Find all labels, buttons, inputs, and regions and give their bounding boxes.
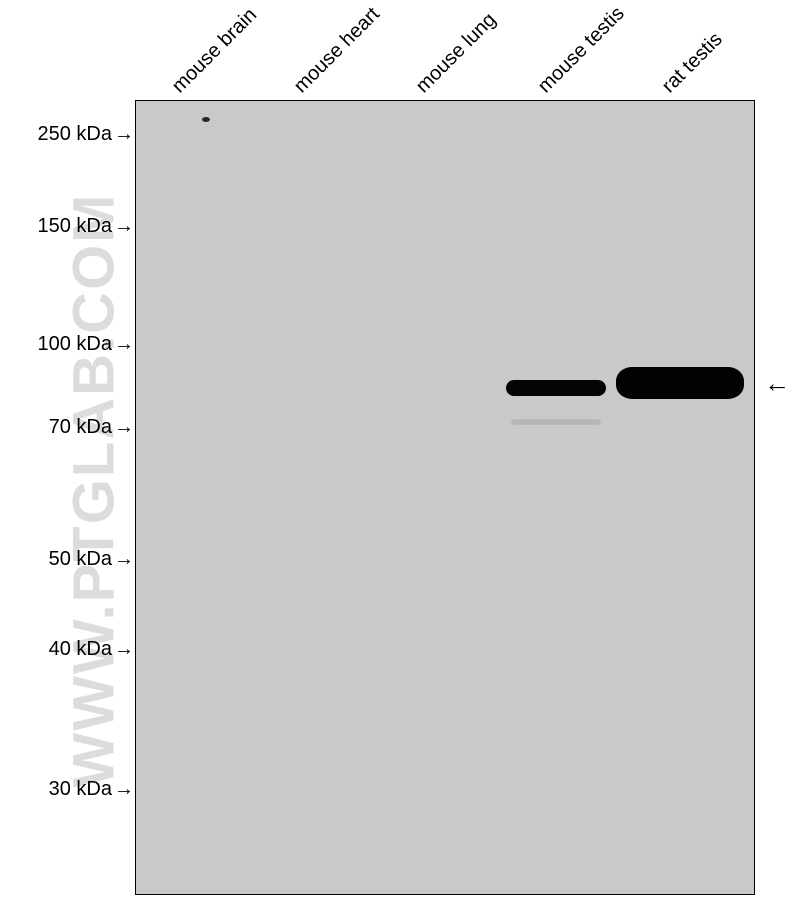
marker-arrow-icon: → (114, 638, 134, 661)
marker-arrow-icon: → (114, 215, 134, 238)
faint-band (511, 419, 601, 425)
target-band-arrow: ← (764, 368, 790, 399)
watermark-text: WWW.PTGLAB.COM (61, 192, 128, 787)
marker-arrow-icon: → (114, 333, 134, 356)
western-blot-figure: WWW.PTGLAB.COM mouse brain mouse heart mou… (0, 0, 800, 903)
lane-label: rat testis (658, 28, 728, 98)
marker-label: 100 kDa (38, 333, 113, 356)
blot-membrane (135, 100, 755, 895)
marker-label: 150 kDa (38, 215, 113, 238)
marker-label: 30 kDa (49, 778, 112, 801)
marker-arrow-icon: → (114, 416, 134, 439)
marker-label: 250 kDa (38, 123, 113, 146)
marker-arrow-icon: → (114, 123, 134, 146)
artifact-speck (202, 117, 210, 122)
marker-arrow-icon: → (114, 548, 134, 571)
protein-band (506, 380, 606, 396)
protein-band (616, 367, 744, 399)
lane-label: mouse brain (168, 4, 262, 98)
lane-label: mouse lung (412, 9, 501, 98)
lane-label: mouse heart (290, 3, 385, 98)
marker-label: 70 kDa (49, 416, 112, 439)
marker-label: 40 kDa (49, 638, 112, 661)
marker-label: 50 kDa (49, 548, 112, 571)
lane-label: mouse testis (534, 2, 630, 98)
marker-arrow-icon: → (114, 778, 134, 801)
